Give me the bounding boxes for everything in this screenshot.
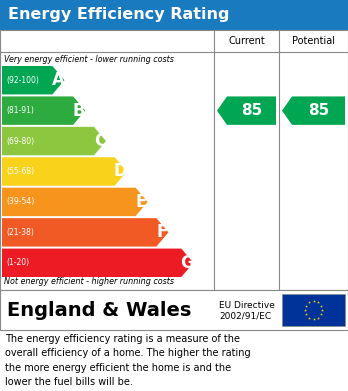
Polygon shape	[2, 218, 168, 247]
Text: England & Wales: England & Wales	[7, 301, 191, 319]
Text: (92-100): (92-100)	[6, 76, 39, 85]
Polygon shape	[217, 97, 276, 125]
Text: Current: Current	[228, 36, 265, 46]
Polygon shape	[2, 188, 148, 216]
Bar	[282, 294, 345, 326]
Text: E: E	[136, 193, 147, 211]
Bar	[0, 0, 348, 30]
Text: Potential: Potential	[292, 36, 335, 46]
Bar	[0, 30, 348, 290]
Text: EU Directive: EU Directive	[219, 301, 275, 310]
Polygon shape	[2, 157, 127, 186]
Polygon shape	[282, 97, 345, 125]
Text: (69-80): (69-80)	[6, 136, 34, 145]
Polygon shape	[2, 97, 85, 125]
Text: (55-68): (55-68)	[6, 167, 34, 176]
Text: Not energy efficient - higher running costs: Not energy efficient - higher running co…	[4, 278, 174, 287]
Text: (81-91): (81-91)	[6, 106, 34, 115]
Text: The energy efficiency rating is a measure of the
overall efficiency of a home. T: The energy efficiency rating is a measur…	[5, 334, 251, 387]
Text: A: A	[52, 71, 65, 89]
Text: 85: 85	[241, 103, 262, 118]
Text: C: C	[94, 132, 106, 150]
Text: Very energy efficient - lower running costs: Very energy efficient - lower running co…	[4, 56, 174, 65]
Bar	[0, 290, 348, 330]
Text: B: B	[73, 102, 86, 120]
Text: (39-54): (39-54)	[6, 197, 34, 206]
Polygon shape	[2, 127, 106, 155]
Text: (1-20): (1-20)	[6, 258, 29, 267]
Text: D: D	[114, 163, 128, 181]
Polygon shape	[2, 66, 64, 95]
Text: (21-38): (21-38)	[6, 228, 34, 237]
Text: 85: 85	[308, 103, 329, 118]
Text: 2002/91/EC: 2002/91/EC	[219, 312, 271, 321]
Text: Energy Efficiency Rating: Energy Efficiency Rating	[8, 7, 229, 23]
Text: G: G	[181, 254, 194, 272]
Text: F: F	[157, 223, 168, 241]
Polygon shape	[2, 249, 193, 277]
